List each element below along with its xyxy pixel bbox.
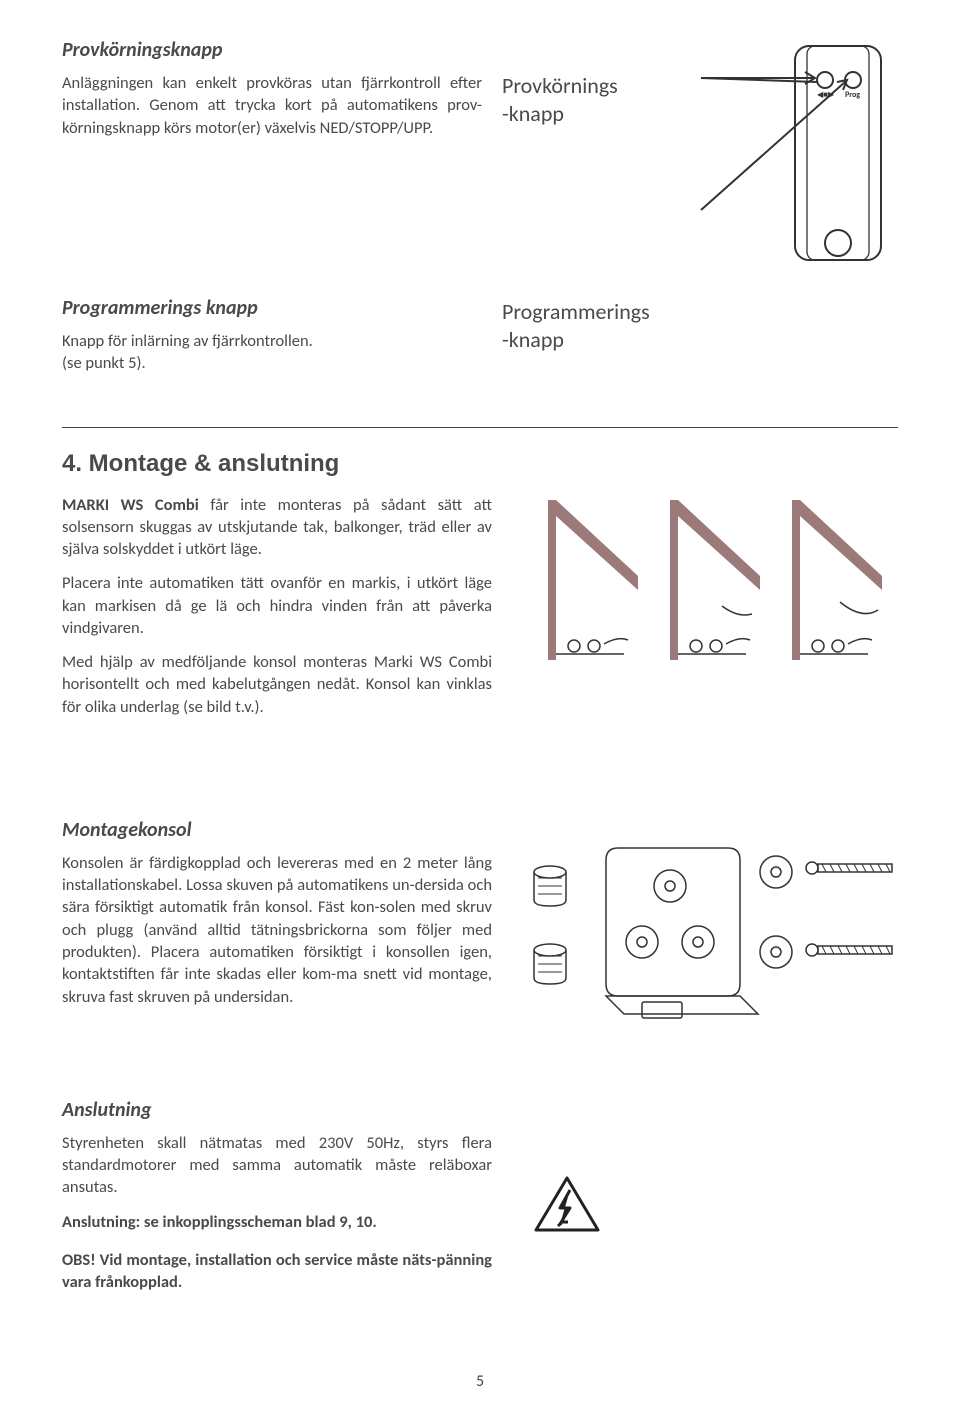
page-number: 5 — [476, 1372, 484, 1391]
heading-montage-anslutning: 4. Montage & anslutning — [62, 450, 898, 478]
heading-provkorningsknapp: Provkörningsknapp — [62, 38, 482, 62]
section-divider — [62, 427, 898, 428]
section-anslutning: Anslutning Styrenheten skall nätmatas me… — [62, 1098, 898, 1306]
anslutning-p3: OBS! Vid montage, installation och servi… — [62, 1249, 492, 1294]
section-montagekonsol-text: Montagekonsol Konsolen är färdigkopplad … — [62, 818, 492, 1022]
section-provkorning-text: Provkörningsknapp Anläggningen kan enkel… — [62, 38, 482, 268]
section-programmerings-text: Programmerings knapp Knapp för inlärning… — [62, 296, 482, 375]
awning-mount-icon — [538, 494, 898, 674]
montage-p1: MARKI WS Combi får inte monteras på såda… — [62, 494, 492, 561]
montage-p1-bold: MARKI WS Combi — [62, 495, 199, 515]
section-anslutning-text: Anslutning Styrenheten skall nätmatas me… — [62, 1098, 492, 1306]
section-montage: MARKI WS Combi får inte monteras på såda… — [62, 494, 898, 730]
label-provkornings-knapp: Provkörnings -knapp — [502, 38, 672, 268]
anslutning-p2: Anslutning: se inkopplingsscheman blad 9… — [62, 1211, 492, 1233]
label-line2: -knapp — [502, 100, 672, 128]
label-programmerings-knapp: Programmerings -knapp — [502, 296, 672, 375]
illustration-bracket — [512, 818, 898, 1022]
svg-text:Prog: Prog — [845, 90, 860, 100]
label-line1-prog: Programmerings — [502, 298, 672, 326]
bracket-assembly-icon — [528, 832, 898, 1022]
device-illustration-icon: ◀■▶ Prog — [695, 38, 895, 268]
heading-anslutning: Anslutning — [62, 1098, 492, 1122]
illustration-device-top: ◀■▶ Prog — [692, 38, 898, 268]
body-programmerings-knapp: Knapp för inlärning av fjärrkontrollen. … — [62, 330, 482, 375]
body-montagekonsol: Konsolen är färdigkopplad och levereras … — [62, 852, 492, 1008]
body-provkorningsknapp: Anläggningen kan enkelt provköras utan f… — [62, 72, 482, 139]
electric-warning-icon — [532, 1174, 602, 1236]
section-montagekonsol: Montagekonsol Konsolen är färdigkopplad … — [62, 818, 898, 1022]
montage-p3: Med hjälp av medföljande konsol monteras… — [62, 651, 492, 718]
spacer — [692, 296, 898, 375]
illustration-mounting-options — [512, 494, 898, 730]
montage-p2: Placera inte automatiken tätt ovanför en… — [62, 572, 492, 639]
section-programmerings: Programmerings knapp Knapp för inlärning… — [62, 296, 898, 375]
label-line1: Provkörnings — [502, 72, 672, 100]
heading-montagekonsol: Montagekonsol — [62, 818, 492, 842]
heading-programmerings-knapp: Programmerings knapp — [62, 296, 482, 320]
label-line2-prog: -knapp — [502, 326, 672, 354]
anslutning-p1: Styrenheten skall nätmatas med 230V 50Hz… — [62, 1132, 492, 1199]
illustration-warning — [512, 1098, 898, 1306]
section-provkorning: Provkörningsknapp Anläggningen kan enkel… — [62, 38, 898, 268]
section-montage-text: MARKI WS Combi får inte monteras på såda… — [62, 494, 492, 730]
